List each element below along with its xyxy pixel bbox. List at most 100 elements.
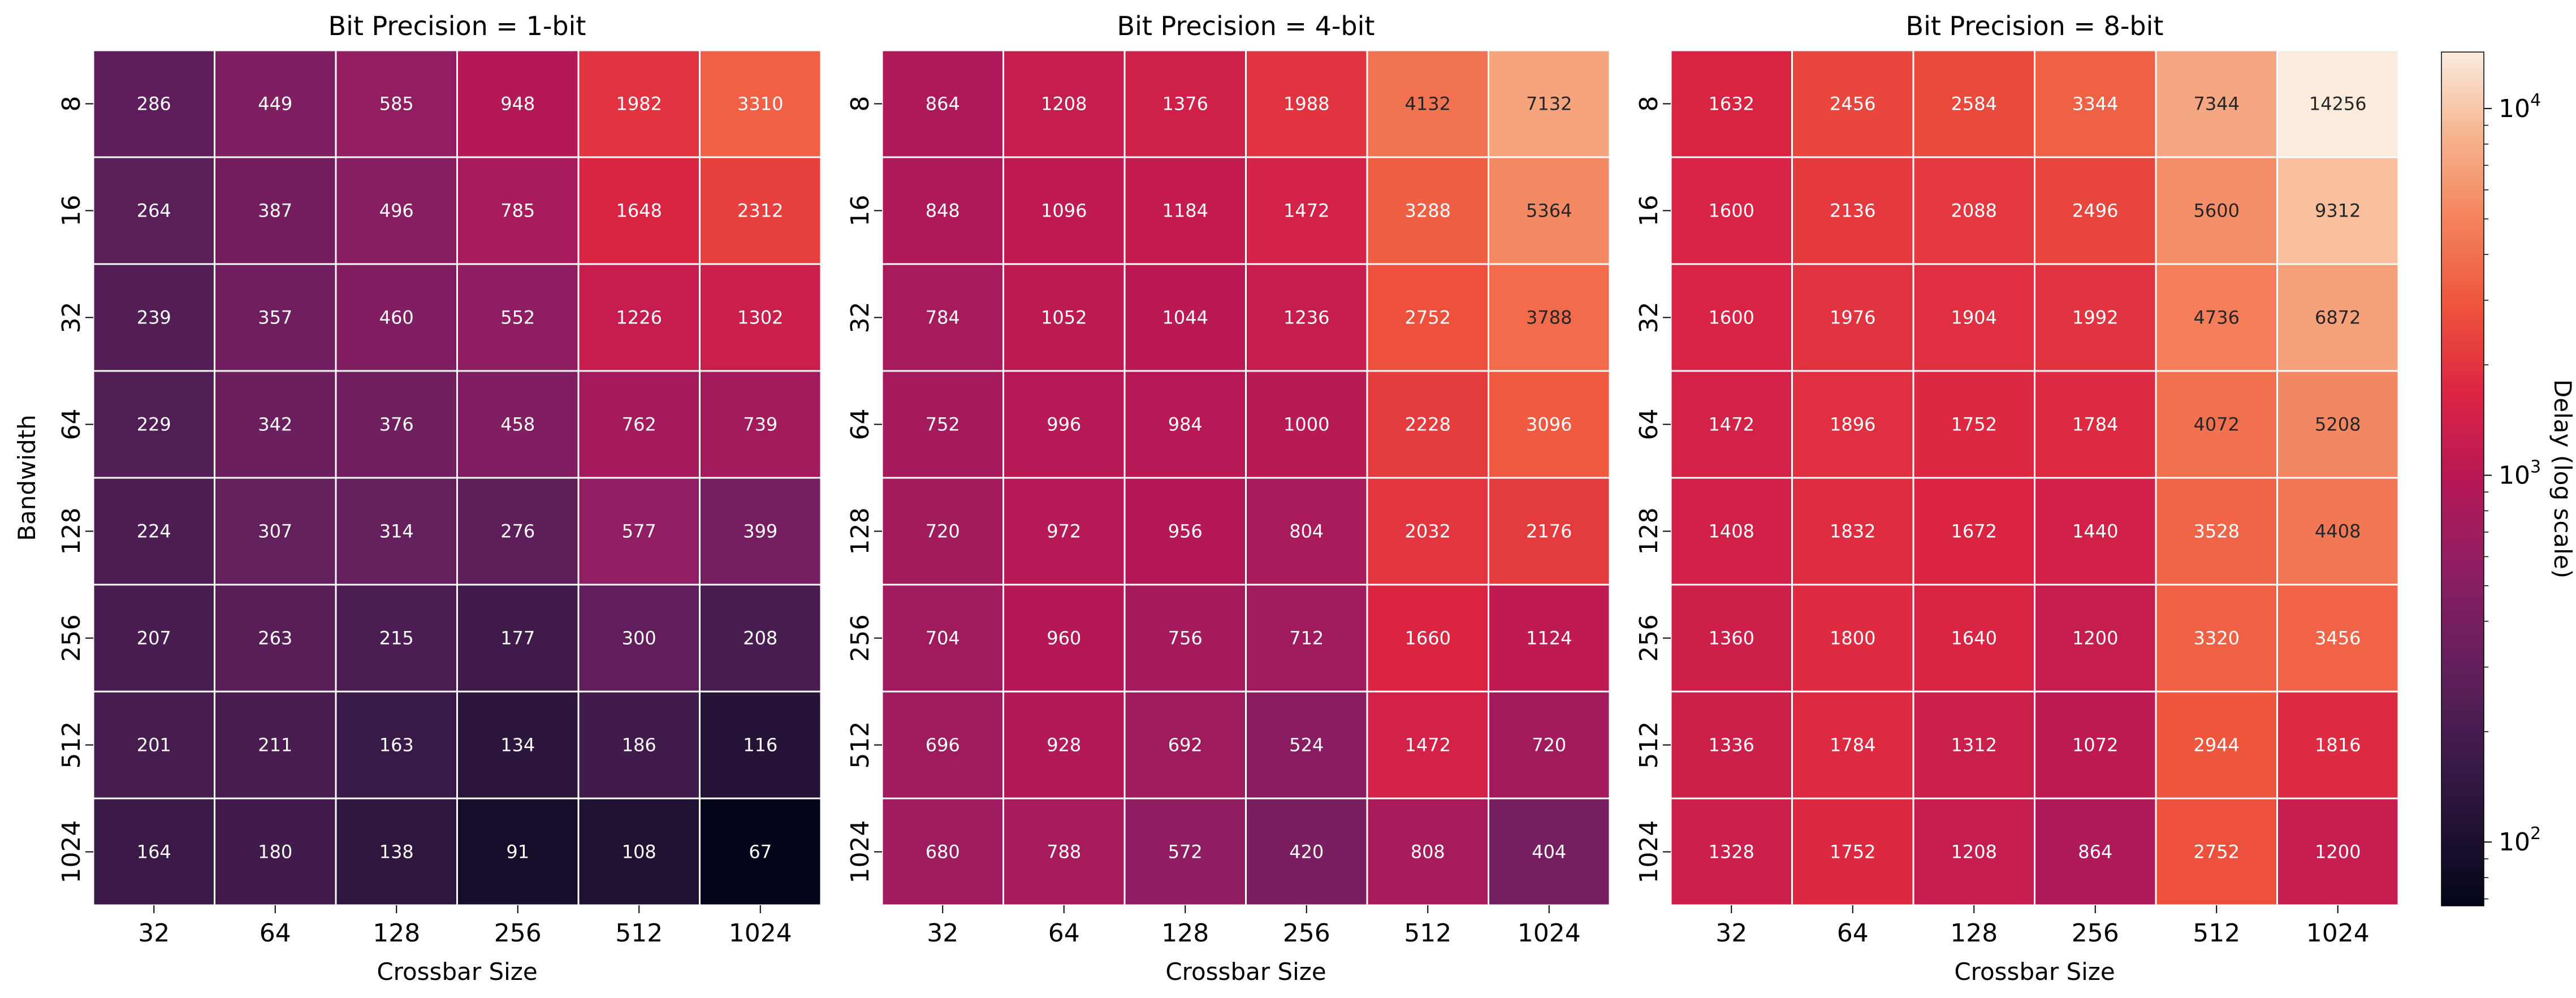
heatmap-cell: [2155, 49, 2278, 158]
heatmap-cell: [2034, 797, 2157, 906]
y-tick-label: 256: [57, 615, 86, 662]
cell-value-label: 263: [258, 628, 292, 649]
y-tick-label: 8: [57, 96, 86, 112]
cell-value-label: 2752: [2194, 841, 2240, 863]
heatmap-cell: [699, 797, 822, 906]
x-tick-label: 512: [615, 919, 663, 948]
heatmap-cell: [881, 370, 1004, 479]
cell-value-label: 138: [379, 841, 414, 863]
x-tick-label: 64: [1048, 919, 1080, 948]
y-tick-label: 8: [846, 96, 875, 112]
heatmap-cell: [1002, 797, 1126, 906]
heatmap-cell: [1245, 370, 1368, 479]
heatmap-cell: [2034, 156, 2157, 265]
cell-value-label: 804: [1289, 521, 1324, 542]
cell-value-label: 1200: [2315, 841, 2361, 863]
heatmap-cell: [1245, 690, 1368, 800]
cell-value-label: 186: [622, 735, 656, 756]
cell-value-label: 6872: [2315, 307, 2361, 329]
heatmap-cell: [1366, 797, 1489, 906]
colorbar-tick-label: 103: [2499, 457, 2541, 490]
heatmap-cell: [2155, 584, 2278, 693]
cell-value-label: 864: [2078, 841, 2112, 863]
cell-value-label: 2312: [737, 200, 783, 222]
heatmap-cell: [1912, 263, 2035, 372]
heatmap-cell: [1912, 477, 2035, 586]
heatmap-cell: [1912, 156, 2035, 265]
cell-value-label: 1236: [1283, 307, 1329, 329]
heatmap-cell: [1912, 584, 2035, 693]
cell-value-label: 4132: [1405, 93, 1451, 115]
cell-value-label: 164: [137, 841, 171, 863]
heatmap-cell: [1002, 156, 1126, 265]
y-tick-label: 64: [57, 409, 86, 440]
heatmap-cell: [2155, 690, 2278, 800]
heatmap-cell: [456, 263, 580, 372]
cell-value-label: 357: [258, 307, 292, 329]
heatmap-cell: [2034, 477, 2157, 586]
cell-value-label: 972: [1047, 521, 1081, 542]
heatmap-cell: [1912, 370, 2035, 479]
heatmap-cell: [92, 49, 215, 158]
cell-value-label: 1784: [2072, 414, 2118, 435]
heatmap-cell: [2155, 370, 2278, 479]
y-tick-label: 1024: [846, 820, 875, 884]
cell-value-label: 3788: [1526, 307, 1572, 329]
y-tick-label: 16: [57, 195, 86, 227]
cell-value-label: 314: [379, 521, 414, 542]
cell-value-label: 108: [622, 841, 656, 863]
heatmap-cell: [881, 584, 1004, 693]
cell-value-label: 524: [1289, 735, 1324, 756]
panel-title: Bit Precision = 1-bit: [329, 11, 586, 41]
cell-value-label: 286: [137, 93, 171, 115]
heatmap-cell: [1123, 156, 1247, 265]
y-tick-label: 512: [1635, 722, 1663, 769]
heatmap-cell: [1488, 263, 1611, 372]
cell-value-label: 207: [137, 628, 171, 649]
cell-value-label: 956: [1168, 521, 1203, 542]
heatmap-cell: [1488, 690, 1611, 800]
heatmap-cell: [1791, 477, 1914, 586]
heatmap-cell: [2276, 477, 2400, 586]
y-tick-label: 8: [1635, 96, 1663, 112]
x-axis-label: Crossbar Size: [377, 958, 537, 986]
cell-value-label: 1044: [1162, 307, 1208, 329]
cell-value-label: 1328: [1709, 841, 1754, 863]
cell-value-label: 1072: [2072, 735, 2118, 756]
heatmap-cell: [1488, 370, 1611, 479]
y-tick-label: 512: [846, 722, 875, 769]
cell-value-label: 1312: [1951, 735, 1997, 756]
cell-value-label: 1472: [1709, 414, 1754, 435]
cell-value-label: 5600: [2194, 200, 2240, 222]
cell-value-label: 996: [1047, 414, 1081, 435]
cell-value-label: 696: [926, 735, 960, 756]
heatmap-cell: [214, 263, 337, 372]
heatmap-cell: [214, 156, 337, 265]
y-axis-label: Bandwidth: [13, 414, 41, 541]
x-tick-label: 256: [2072, 919, 2119, 948]
colorbar-label: Delay (log scale): [2549, 379, 2576, 578]
cell-value-label: 342: [258, 414, 292, 435]
cell-value-label: 720: [1532, 735, 1566, 756]
cell-value-label: 177: [500, 628, 535, 649]
y-tick-label: 512: [57, 722, 86, 769]
heatmap-cell: [1912, 797, 2035, 906]
x-tick-label: 512: [2193, 919, 2240, 948]
cell-value-label: 7132: [1526, 93, 1572, 115]
cell-value-label: 1360: [1709, 628, 1754, 649]
x-tick-label: 1024: [2306, 919, 2370, 948]
cell-value-label: 420: [1289, 841, 1324, 863]
cell-value-label: 229: [137, 414, 171, 435]
cell-value-label: 1208: [1041, 93, 1087, 115]
cell-value-label: 211: [258, 735, 292, 756]
heatmap-panels: Bit Precision = 1-bit 286 449 585 948 1982 331…: [13, 11, 2400, 986]
heatmap-cell: [1670, 156, 1793, 265]
heatmap-cell: [699, 370, 822, 479]
panel-title: Bit Precision = 8-bit: [1906, 11, 2164, 41]
cell-value-label: 1672: [1951, 521, 1997, 542]
heatmap-cell: [577, 690, 701, 800]
heatmap-cell: [214, 690, 337, 800]
x-axis-label: Crossbar Size: [1165, 958, 1326, 986]
heatmap-cell: [1791, 370, 1914, 479]
